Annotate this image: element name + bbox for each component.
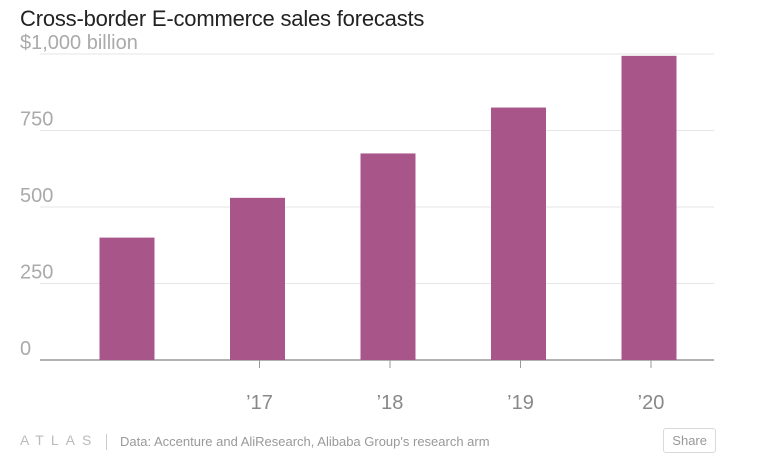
x-tick-label: ’18	[377, 392, 404, 414]
bar[interactable]	[360, 153, 416, 360]
y-tick-label: 250	[20, 262, 53, 284]
atlas-logo[interactable]: ATLAS	[20, 432, 99, 448]
share-button[interactable]: Share	[663, 428, 716, 453]
footer: ATLAS Data: Accenture and AliResearch, A…	[20, 428, 742, 454]
y-tick-label: 500	[20, 185, 53, 207]
y-tick-label: $1,000 billion	[20, 32, 138, 54]
chart-title: Cross-border E-commerce sales forecasts	[20, 6, 425, 31]
bar[interactable]	[491, 107, 546, 360]
bar[interactable]	[99, 237, 155, 360]
y-axis-labels: 0 250 500 750 $1,000 billion	[20, 32, 138, 360]
x-tick-label: ’20	[638, 392, 665, 414]
y-tick-label: 750	[20, 109, 53, 131]
x-axis-labels: ’17 ’18 ’19 ’20	[246, 360, 664, 414]
bar-chart: 0 250 500 750 $1,000 billion ’17 ’18 ’19 ’20	[20, 32, 714, 414]
footer-divider	[106, 434, 107, 450]
source-note: Data: Accenture and AliResearch, Alibaba…	[120, 434, 490, 449]
bars	[99, 55, 677, 360]
x-tick-label: ’19	[507, 392, 534, 414]
bar[interactable]	[621, 55, 677, 360]
x-tick-label: ’17	[246, 392, 273, 414]
bar[interactable]	[230, 197, 285, 360]
y-tick-label: 0	[20, 338, 31, 360]
